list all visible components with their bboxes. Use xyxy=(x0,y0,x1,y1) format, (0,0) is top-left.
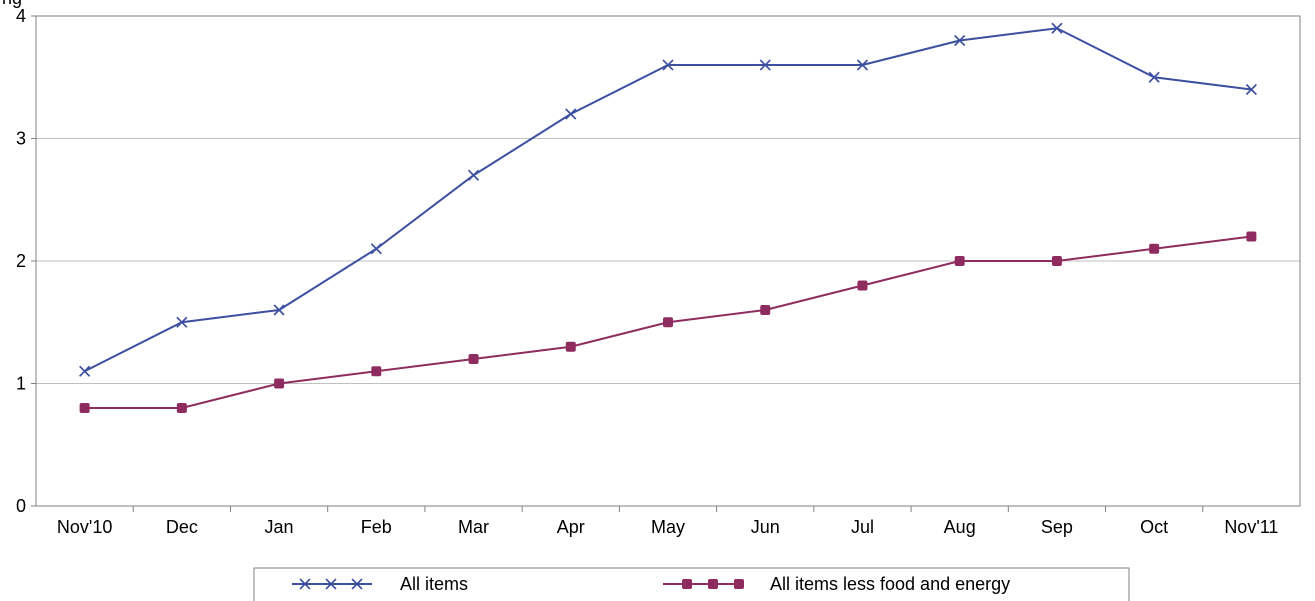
data-point xyxy=(565,108,577,120)
x-marker-stroke xyxy=(370,243,382,255)
x-tick-label: Jun xyxy=(751,517,780,537)
x-tick-label: Aug xyxy=(944,517,976,537)
data-point xyxy=(176,316,188,328)
x-marker-stroke xyxy=(954,34,966,47)
x-tick-label: Mar xyxy=(458,517,489,537)
data-point xyxy=(370,243,382,255)
data-point xyxy=(1246,231,1257,242)
data-point xyxy=(663,317,673,328)
x-tick-label: Oct xyxy=(1140,517,1168,537)
x-marker-stroke xyxy=(325,578,337,590)
x-tick-label: Jul xyxy=(851,517,874,537)
x-marker-stroke xyxy=(176,316,188,328)
x-tick-label: Dec xyxy=(166,517,198,537)
x-tick-label: Feb xyxy=(361,517,392,537)
data-point xyxy=(1051,22,1063,34)
x-marker-stroke xyxy=(273,304,285,316)
y-tick-label: 1 xyxy=(16,374,26,394)
x-marker-stroke xyxy=(1148,71,1160,83)
data-point xyxy=(273,304,285,316)
x-marker-stroke xyxy=(856,59,869,71)
x-marker-stroke xyxy=(1051,22,1063,34)
x-tick-label: Sep xyxy=(1041,517,1073,537)
x-marker-stroke xyxy=(565,108,577,120)
x-tick-label: May xyxy=(651,517,685,537)
data-point xyxy=(371,366,382,377)
x-tick-label: Jan xyxy=(265,517,294,537)
data-point xyxy=(759,59,771,71)
data-point xyxy=(760,305,771,315)
series-all-items xyxy=(79,22,1257,377)
x-axis-tick-labels: Nov'10 Dec Jan Feb Mar Apr May Jun Jul Aug Sep Oct N… xyxy=(57,517,1279,537)
data-point xyxy=(274,378,285,389)
legend-entry: All items xyxy=(292,574,468,594)
legend: All items All items less food and energy xyxy=(253,567,1130,601)
x-marker-stroke xyxy=(467,169,480,181)
data-point xyxy=(1149,243,1160,254)
data-point xyxy=(1245,83,1257,96)
data-point xyxy=(662,59,674,71)
data-point xyxy=(954,34,966,47)
legend-marker xyxy=(734,579,744,589)
x-marker-stroke xyxy=(79,365,91,377)
y-tick-label: 0 xyxy=(16,496,26,516)
data-point xyxy=(176,403,187,413)
data-point xyxy=(856,59,869,71)
x-marker-stroke xyxy=(351,578,363,590)
series-group xyxy=(79,22,1257,413)
data-point xyxy=(857,280,868,291)
y-tick-label: 3 xyxy=(16,129,26,149)
data-point xyxy=(79,365,91,377)
legend-label: All items less food and energy xyxy=(770,574,1010,594)
data-point xyxy=(565,341,576,352)
data-point xyxy=(468,354,479,364)
legend-label: All items xyxy=(400,574,468,594)
x-tick-label: Apr xyxy=(557,517,585,537)
x-tick-label: Nov'10 xyxy=(57,517,112,537)
chart-title-fragment: ng xyxy=(2,0,22,8)
legend-marker xyxy=(351,578,363,590)
x-tick-label: Nov'11 xyxy=(1224,517,1278,537)
gridlines xyxy=(31,15,1300,512)
data-point xyxy=(1051,256,1062,266)
x-marker-stroke xyxy=(299,578,311,590)
plot-area-frame xyxy=(35,15,1301,507)
data-point xyxy=(1148,71,1160,83)
series-all-items-less-food-and-energy xyxy=(79,231,1257,413)
data-point xyxy=(79,403,90,413)
y-tick-label: 4 xyxy=(16,6,26,26)
legend-entry: All items less food and energy xyxy=(663,574,1010,594)
x-marker-stroke xyxy=(662,59,674,71)
legend-marker xyxy=(708,579,718,589)
legend-marker xyxy=(325,578,337,590)
y-axis-tick-labels: 0 1 2 3 4 xyxy=(16,6,26,516)
x-marker-stroke xyxy=(759,59,771,71)
legend-marker xyxy=(299,578,311,590)
legend-marker xyxy=(682,579,692,589)
data-point xyxy=(954,256,965,266)
y-tick-label: 2 xyxy=(16,251,26,271)
x-marker-stroke xyxy=(1245,83,1257,96)
data-point xyxy=(467,169,480,181)
